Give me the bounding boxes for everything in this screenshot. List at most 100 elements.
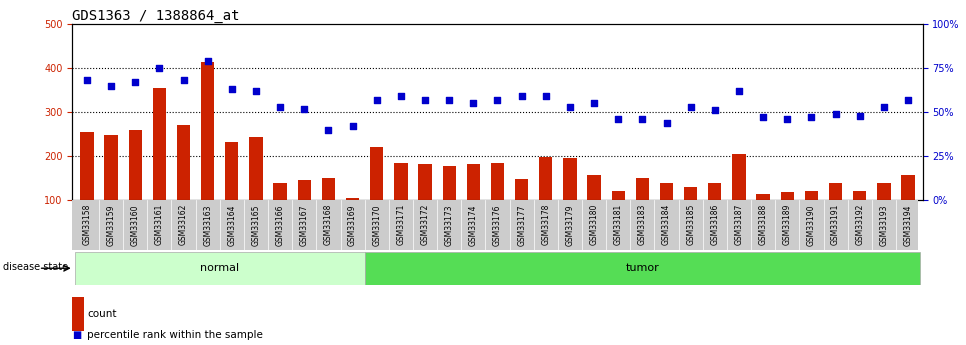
Point bbox=[611, 116, 626, 122]
Point bbox=[562, 104, 578, 110]
Text: GSM33183: GSM33183 bbox=[638, 204, 647, 246]
Point bbox=[224, 87, 240, 92]
Text: GSM33162: GSM33162 bbox=[179, 204, 188, 246]
Bar bbox=[370, 147, 384, 244]
Text: count: count bbox=[87, 309, 117, 319]
Text: tumor: tumor bbox=[626, 263, 659, 273]
Bar bbox=[201, 61, 214, 244]
Point bbox=[659, 120, 674, 126]
Bar bbox=[756, 194, 770, 244]
Bar bbox=[829, 184, 842, 244]
Point bbox=[393, 93, 409, 99]
Text: GSM33163: GSM33163 bbox=[203, 204, 213, 246]
Point bbox=[297, 106, 312, 111]
Point bbox=[248, 88, 264, 94]
Text: GSM33187: GSM33187 bbox=[734, 204, 744, 246]
Text: GSM33172: GSM33172 bbox=[420, 204, 430, 246]
Bar bbox=[901, 175, 915, 244]
Text: GSM33189: GSM33189 bbox=[782, 204, 792, 246]
Bar bbox=[467, 164, 480, 244]
Text: GDS1363 / 1388864_at: GDS1363 / 1388864_at bbox=[72, 9, 240, 23]
Point bbox=[707, 108, 723, 113]
Text: GSM33194: GSM33194 bbox=[903, 204, 913, 246]
Bar bbox=[346, 198, 359, 244]
Text: GSM33169: GSM33169 bbox=[348, 204, 357, 246]
Point bbox=[417, 97, 433, 102]
Bar bbox=[75, 252, 365, 285]
Point bbox=[538, 93, 554, 99]
Text: GSM33165: GSM33165 bbox=[251, 204, 261, 246]
Point bbox=[369, 97, 384, 102]
Bar bbox=[80, 132, 94, 244]
Text: GSM33158: GSM33158 bbox=[82, 204, 92, 246]
Bar bbox=[877, 183, 891, 244]
Point bbox=[103, 83, 119, 89]
Bar bbox=[128, 130, 142, 244]
Text: GSM33164: GSM33164 bbox=[227, 204, 237, 246]
Point bbox=[79, 78, 95, 83]
Bar bbox=[153, 88, 166, 244]
Bar bbox=[708, 183, 722, 244]
Bar bbox=[298, 180, 311, 244]
Text: GSM33173: GSM33173 bbox=[444, 204, 454, 246]
Point bbox=[321, 127, 336, 132]
Bar bbox=[365, 252, 920, 285]
Bar bbox=[322, 178, 335, 244]
Text: GSM33178: GSM33178 bbox=[541, 204, 551, 246]
Point bbox=[635, 116, 650, 122]
Text: GSM33170: GSM33170 bbox=[372, 204, 382, 246]
Text: GSM33193: GSM33193 bbox=[879, 204, 889, 246]
Bar bbox=[225, 142, 239, 244]
Text: normal: normal bbox=[200, 263, 240, 273]
Point bbox=[876, 104, 892, 110]
Point bbox=[128, 79, 143, 85]
Text: GSM33191: GSM33191 bbox=[831, 204, 840, 246]
Bar bbox=[853, 191, 867, 244]
Point bbox=[176, 78, 191, 83]
Text: percentile rank within the sample: percentile rank within the sample bbox=[87, 330, 263, 339]
Bar bbox=[805, 191, 818, 244]
Bar bbox=[539, 157, 553, 244]
Text: GSM33159: GSM33159 bbox=[106, 204, 116, 246]
Text: GSM33181: GSM33181 bbox=[613, 204, 623, 245]
Bar bbox=[177, 125, 190, 244]
Text: GSM33167: GSM33167 bbox=[299, 204, 309, 246]
Point bbox=[731, 88, 747, 94]
Bar bbox=[249, 137, 263, 244]
Bar bbox=[563, 158, 577, 244]
Bar bbox=[418, 164, 432, 244]
Bar bbox=[104, 135, 118, 244]
Bar bbox=[587, 175, 601, 244]
Point bbox=[200, 58, 215, 64]
Text: GSM33185: GSM33185 bbox=[686, 204, 696, 246]
Bar bbox=[636, 178, 649, 244]
Bar bbox=[732, 154, 746, 244]
Point bbox=[514, 93, 529, 99]
Bar bbox=[394, 163, 408, 244]
Text: GSM33171: GSM33171 bbox=[396, 204, 406, 246]
Bar bbox=[684, 187, 697, 244]
Point bbox=[441, 97, 457, 102]
Bar bbox=[515, 179, 528, 244]
Point bbox=[804, 115, 819, 120]
Point bbox=[780, 116, 795, 122]
Text: GSM33190: GSM33190 bbox=[807, 204, 816, 246]
Bar bbox=[611, 191, 625, 244]
Point bbox=[490, 97, 505, 102]
Point bbox=[466, 101, 481, 106]
Text: GSM33186: GSM33186 bbox=[710, 204, 720, 246]
Point bbox=[345, 124, 360, 129]
Bar bbox=[491, 163, 504, 244]
Point bbox=[152, 66, 167, 71]
Bar bbox=[660, 184, 673, 244]
Text: disease state: disease state bbox=[3, 263, 68, 272]
Text: GSM33160: GSM33160 bbox=[130, 204, 140, 246]
Text: GSM33176: GSM33176 bbox=[493, 204, 502, 246]
Point bbox=[755, 115, 771, 120]
Text: GSM33177: GSM33177 bbox=[517, 204, 526, 246]
Bar bbox=[442, 166, 456, 244]
Point bbox=[272, 104, 288, 110]
Text: GSM33166: GSM33166 bbox=[275, 204, 285, 246]
Text: GSM33174: GSM33174 bbox=[469, 204, 478, 246]
Point bbox=[900, 97, 916, 102]
